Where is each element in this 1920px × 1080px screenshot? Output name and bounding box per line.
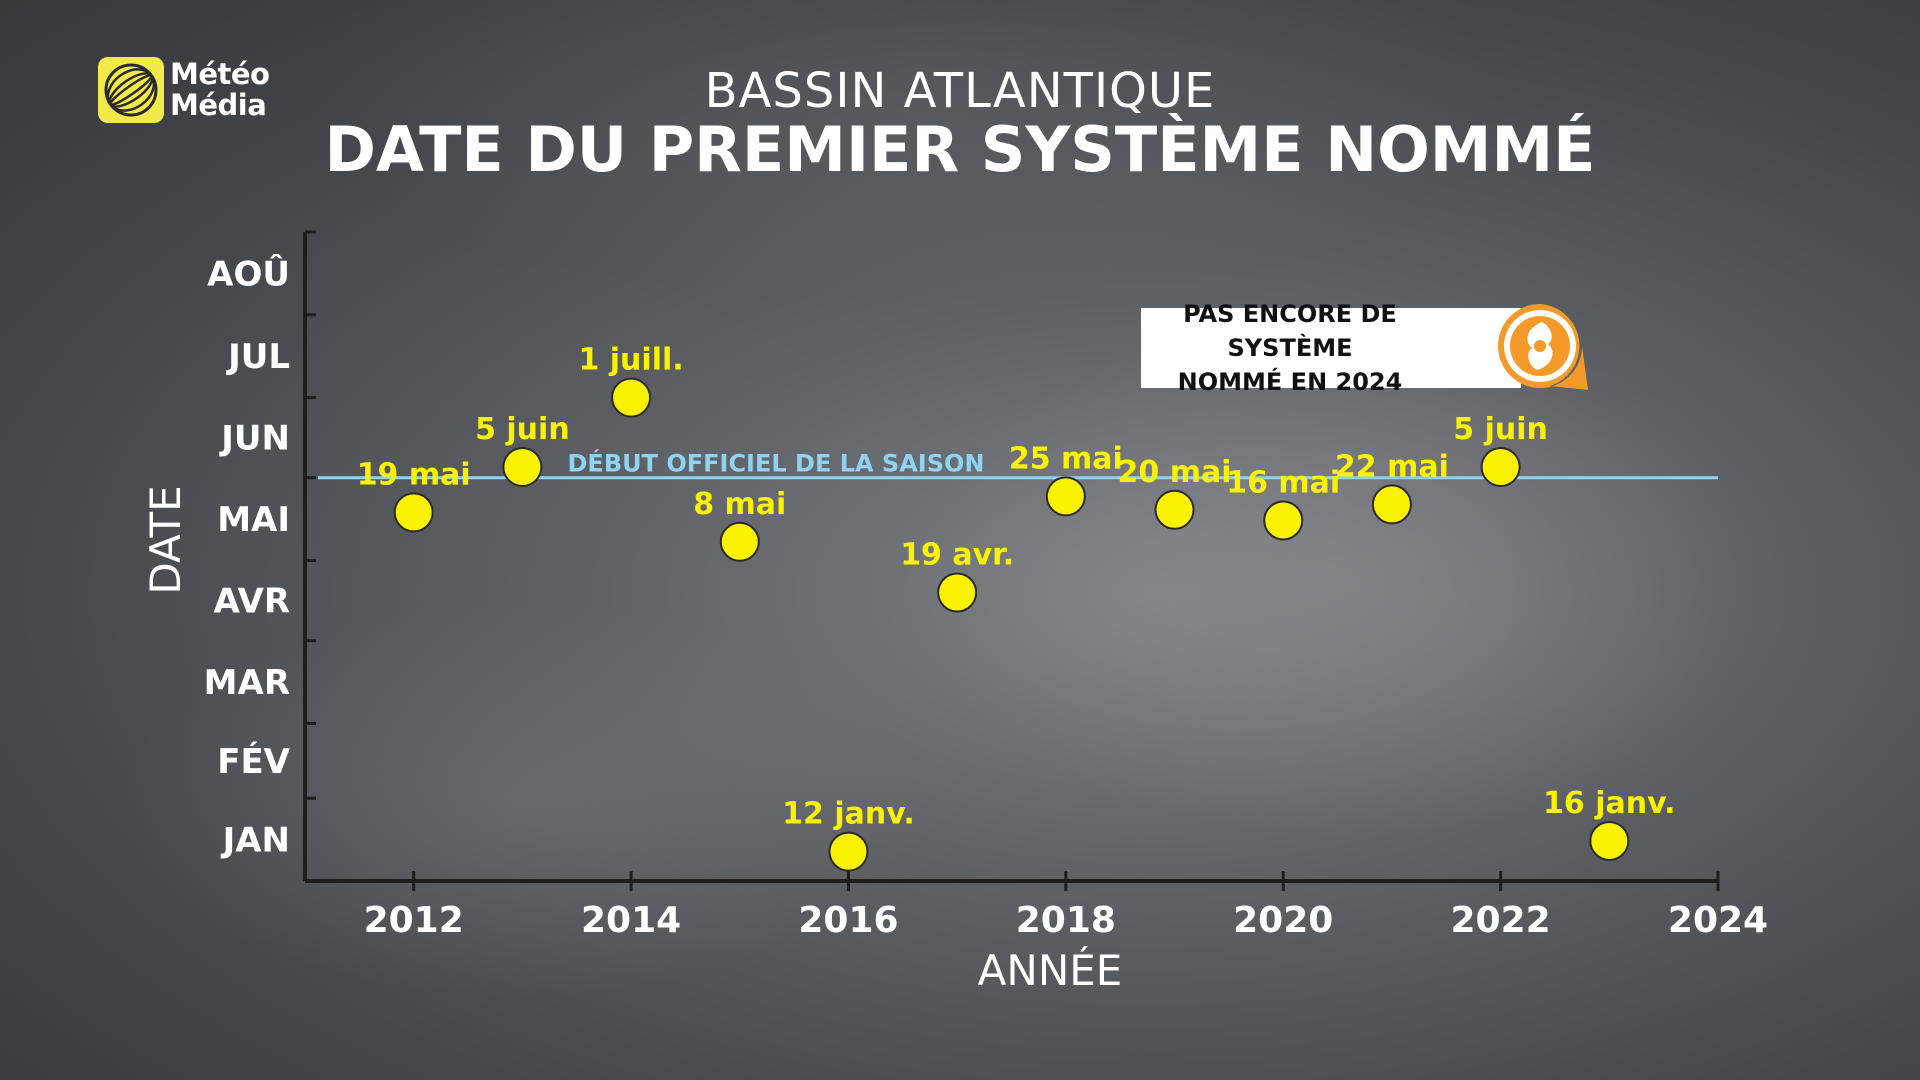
x-tick-label: 2020 <box>1233 900 1333 941</box>
data-point <box>1045 476 1086 517</box>
data-point <box>393 492 434 533</box>
data-point <box>1480 447 1521 488</box>
brand-name-line2: Média <box>170 88 267 122</box>
data-label: 22 mai <box>1335 449 1449 484</box>
y-tick-label: AOÛ <box>207 253 290 294</box>
data-label: 19 avr. <box>900 538 1014 573</box>
data-label: 20 mai <box>1118 455 1232 490</box>
data-point <box>719 521 760 562</box>
data-point <box>828 831 869 872</box>
x-tick-label: 2022 <box>1451 900 1551 941</box>
y-axis-title: DATE <box>141 485 190 594</box>
data-point <box>1371 484 1412 525</box>
season-start-label: DÉBUT OFFICIEL DE LA SAISON <box>568 449 985 478</box>
data-label: 8 mai <box>693 487 786 522</box>
data-label: 12 janv. <box>782 797 915 832</box>
x-tick-label: 2012 <box>364 900 464 941</box>
notice-box: PAS ENCORE DE SYSTÈME NOMMÉ EN 2024 <box>1141 300 1521 396</box>
chart-subtitle: BASSIN ATLANTIQUE <box>704 63 1216 119</box>
chart-title: DATE DU PREMIER SYSTÈME NOMMÉ <box>324 113 1596 186</box>
x-tick-label: 2024 <box>1668 900 1768 941</box>
data-label: 5 juin <box>475 412 570 447</box>
data-label: 16 janv. <box>1543 786 1676 821</box>
hurricane-icon <box>1490 298 1590 398</box>
y-tick-label: JUL <box>226 337 290 377</box>
x-tick-label: 2014 <box>581 900 681 941</box>
x-axis-title: ANNÉE <box>978 945 1123 995</box>
y-tick-label: JAN <box>221 821 290 861</box>
y-tick-label: FÉV <box>217 741 290 782</box>
notice-text: PAS ENCORE DE SYSTÈME NOMMÉ EN 2024 <box>1155 297 1425 399</box>
y-tick-label: MAI <box>217 500 290 540</box>
notice-line1: PAS ENCORE DE SYSTÈME <box>1183 300 1397 362</box>
y-tick-label: AVR <box>214 582 291 622</box>
data-label: 19 mai <box>357 457 471 492</box>
brand-name-line1: Météo <box>170 57 270 91</box>
y-tick-label: JUN <box>219 419 290 459</box>
brand-logo: Météo Média <box>98 57 270 123</box>
data-point <box>1589 820 1630 861</box>
data-point <box>1263 500 1304 541</box>
data-point <box>611 377 652 418</box>
notice-line2: NOMMÉ EN 2024 <box>1177 368 1403 396</box>
y-tick-label: MAR <box>204 663 290 703</box>
x-tick-label: 2016 <box>798 900 898 941</box>
data-point <box>502 447 543 488</box>
data-label: 1 juill. <box>578 343 683 378</box>
data-point <box>937 572 978 613</box>
data-label: 5 juin <box>1453 412 1548 447</box>
brand-name: Météo Média <box>170 57 270 122</box>
globe-logo-icon <box>98 57 164 123</box>
data-label: 25 mai <box>1009 441 1123 476</box>
data-label: 16 mai <box>1226 465 1340 500</box>
x-tick-label: 2018 <box>1016 900 1116 941</box>
data-point <box>1154 489 1195 530</box>
